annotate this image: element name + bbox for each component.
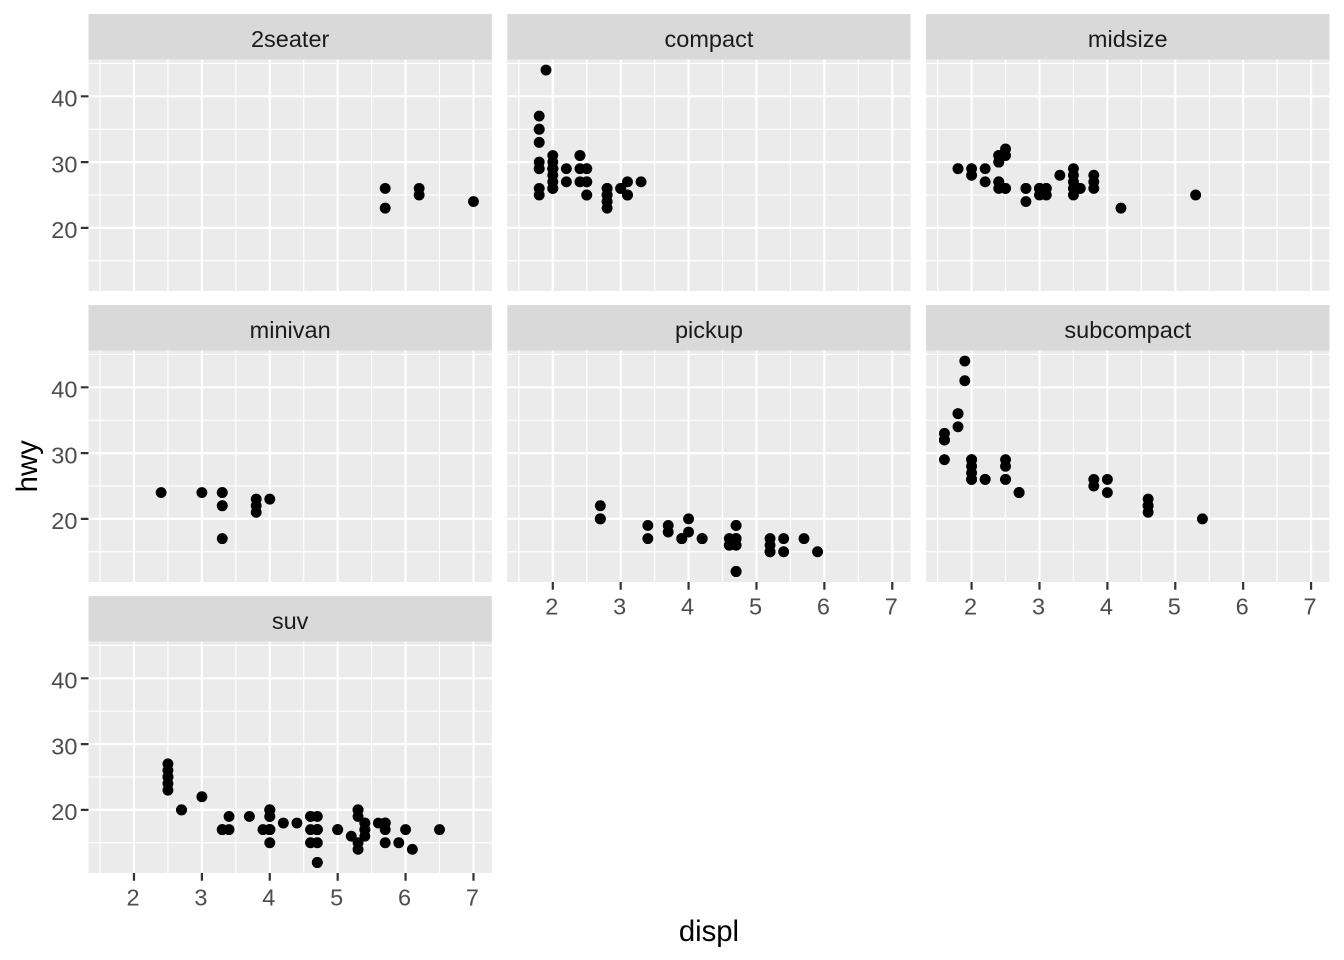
svg-text:suv: suv	[272, 608, 309, 634]
svg-text:30: 30	[51, 442, 77, 468]
svg-text:20: 20	[51, 217, 77, 243]
svg-text:4: 4	[681, 593, 694, 619]
svg-text:40: 40	[51, 86, 77, 112]
svg-text:2seater: 2seater	[251, 26, 330, 52]
svg-text:20: 20	[51, 508, 77, 534]
svg-text:2: 2	[126, 884, 139, 910]
svg-text:40: 40	[51, 377, 77, 403]
svg-text:hwy: hwy	[11, 440, 44, 492]
svg-text:5: 5	[330, 884, 343, 910]
svg-text:7: 7	[885, 593, 898, 619]
svg-text:compact: compact	[665, 26, 754, 52]
svg-text:2: 2	[964, 593, 977, 619]
svg-text:subcompact: subcompact	[1064, 317, 1191, 343]
svg-text:2: 2	[545, 593, 558, 619]
svg-text:3: 3	[613, 593, 626, 619]
svg-text:7: 7	[1304, 593, 1317, 619]
svg-text:7: 7	[466, 884, 479, 910]
svg-text:40: 40	[51, 668, 77, 694]
svg-text:5: 5	[1168, 593, 1181, 619]
svg-text:pickup: pickup	[675, 317, 743, 343]
svg-text:30: 30	[51, 151, 77, 177]
svg-text:4: 4	[262, 884, 275, 910]
svg-text:minivan: minivan	[250, 317, 331, 343]
svg-text:30: 30	[51, 733, 77, 759]
svg-text:6: 6	[1236, 593, 1249, 619]
svg-text:6: 6	[817, 593, 830, 619]
svg-text:6: 6	[398, 884, 411, 910]
svg-text:3: 3	[1032, 593, 1045, 619]
svg-text:displ: displ	[679, 915, 739, 948]
svg-text:5: 5	[749, 593, 762, 619]
svg-text:20: 20	[51, 799, 77, 825]
svg-text:3: 3	[194, 884, 207, 910]
svg-text:midsize: midsize	[1088, 26, 1168, 52]
svg-text:4: 4	[1100, 593, 1113, 619]
